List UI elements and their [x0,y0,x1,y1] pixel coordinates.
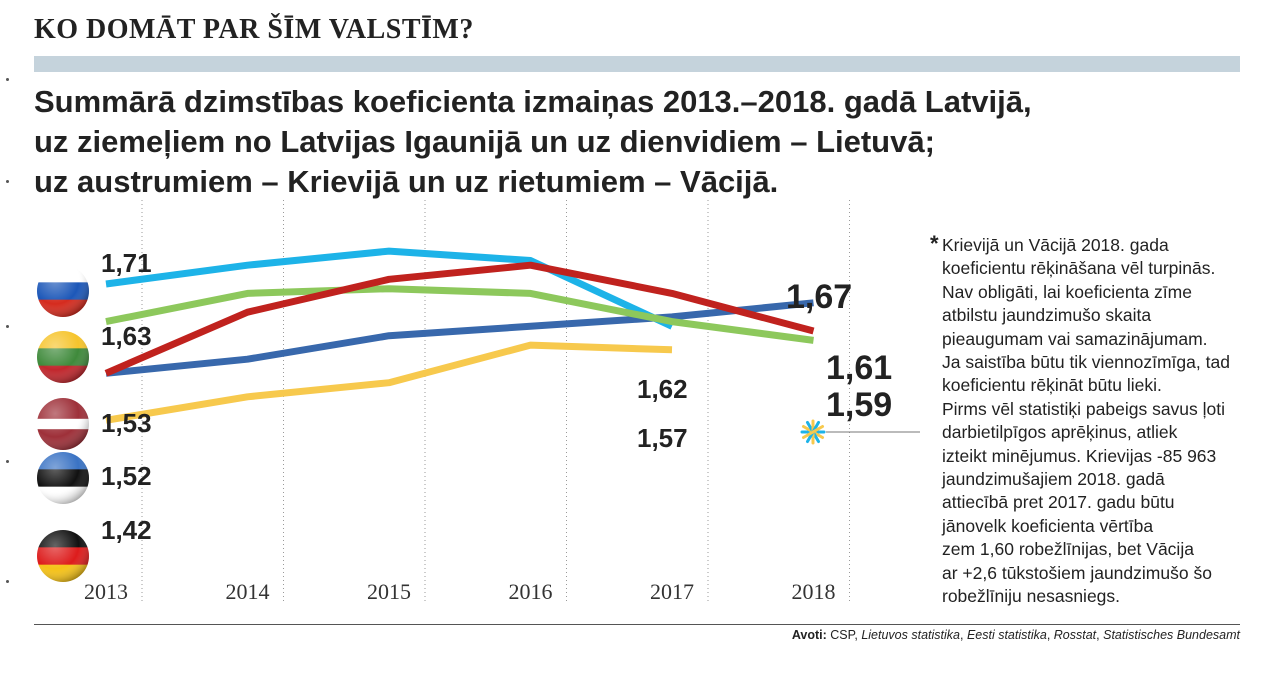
footnote: * Krievijā un Vācijā 2018. gada koeficie… [930,231,1230,609]
data-label: 1,59 [826,386,892,424]
flag-shading [37,530,89,582]
series-line [105,285,814,344]
data-label: 1,62 [637,374,688,404]
title-line: uz austrumiem – Krievijā un uz rietumiem… [34,164,779,199]
footnote-line: jānovelk koeficienta vērtība [942,515,1154,536]
x-tick-label: 2015 [367,579,411,604]
flag-shading [37,331,89,383]
data-label: 1,71 [101,248,152,278]
footnote-line: Nav obligāti, lai koeficienta zīme [942,281,1192,302]
series-line [105,299,814,377]
asterisk-marker [800,419,920,445]
footnote-line: darbietilpīgos aprēķinus, atliek [942,422,1178,443]
footnote-line: atbilstu jaundzimušo skaita [942,305,1152,326]
footnote-line: robežlīniju nesasniegs. [942,586,1121,607]
legend-flags [37,265,89,582]
divider [34,624,1240,625]
source-item: Lietuvos statistika [861,628,960,642]
source-item: Rosstat [1053,628,1097,642]
x-tick-label: 2016 [509,579,553,604]
source-line: Avoti: CSP, Lietuvos statistika, Eesti s… [791,628,1240,642]
footnote-line: pieaugumam vai samazinājumam. [942,328,1208,349]
grid-lines [141,200,850,604]
chart-title: Summārā dzimstības koeficienta izmaiņas … [34,82,1154,202]
data-label: 1,63 [101,321,152,351]
connector-line [826,431,920,433]
estonia-flag [37,452,89,504]
x-tick-label: 2018 [792,579,836,604]
footnote-line: izteikt minējumus. Krievijas -85 963 [942,445,1217,466]
data-label: 1,57 [637,423,688,453]
russia-flag [37,265,89,317]
series-lines [104,247,815,424]
germany-flag [37,530,89,582]
footnote-star: * [930,231,939,256]
footnote-line: attiecībā pret 2017. gadu būtu [942,492,1175,513]
flag-shading [37,398,89,450]
footnote-line: Pirms vēl statistiķi pabeigs savus ļoti [942,398,1226,419]
title-line: uz ziemeļiem no Latvijas Igaunijā un uz … [34,124,935,159]
footnote-line: jaundzimušajiem 2018. gadā [942,469,1165,490]
series-line [105,247,674,330]
margin-mark [6,580,9,583]
title-line: Summārā dzimstības koeficienta izmaiņas … [34,84,1032,119]
series-line [105,341,673,424]
source-label: Avoti: [791,628,827,642]
x-axis-ticks: 2013 2014 2015 2016 2017 2018 [84,579,836,604]
margin-mark [6,180,9,183]
data-label: 1,61 [826,349,892,387]
data-label: 1,53 [101,408,152,438]
footnote-line: zem 1,60 robežlīnijas, bet Vācija [942,539,1194,560]
data-label: 1,42 [101,515,152,545]
latvia-flag [37,398,89,450]
line-chart: 1,71 1,62 1,63 1,59 1,53 1,61 1,52 1,67 1,42 1,57… [37,200,920,604]
data-label: 1,67 [786,278,852,316]
margin-mark [6,78,9,81]
footnote-line: ar +2,6 tūkstošiem jaundzimušo šo [942,562,1212,583]
footnote-line: Krievijā un Vācijā 2018. gada [942,235,1169,255]
series-line [104,261,815,377]
data-label: 1,52 [101,461,152,491]
x-tick-label: 2013 [84,579,128,604]
footnote-line: koeficientu rēķināt būtu lieki. [942,375,1162,396]
data-labels: 1,71 1,62 1,63 1,59 1,53 1,61 1,52 1,67 1,42 1,57 [101,248,892,545]
flag-shading [37,452,89,504]
margin-mark [6,325,9,328]
source-item: Statistisches Bundesamt [1103,628,1240,642]
section-header: KO DOMĀT PAR ŠĪM VALSTĪM? [34,14,474,45]
x-tick-label: 2014 [226,579,270,604]
flag-shading [37,265,89,317]
source-item: Eesti statistika [966,628,1047,642]
margin-mark [6,460,9,463]
lithuania-flag [37,331,89,383]
source-item: CSP [830,628,855,642]
x-tick-label: 2017 [650,579,694,604]
footnote-line: koeficientu rēķināšana vēl turpinās. [942,258,1216,279]
header-bar [34,56,1240,72]
asterisk-ray [801,425,825,439]
footnote-line: Ja saistība būtu tik viennozīmīga, tad [942,352,1230,373]
